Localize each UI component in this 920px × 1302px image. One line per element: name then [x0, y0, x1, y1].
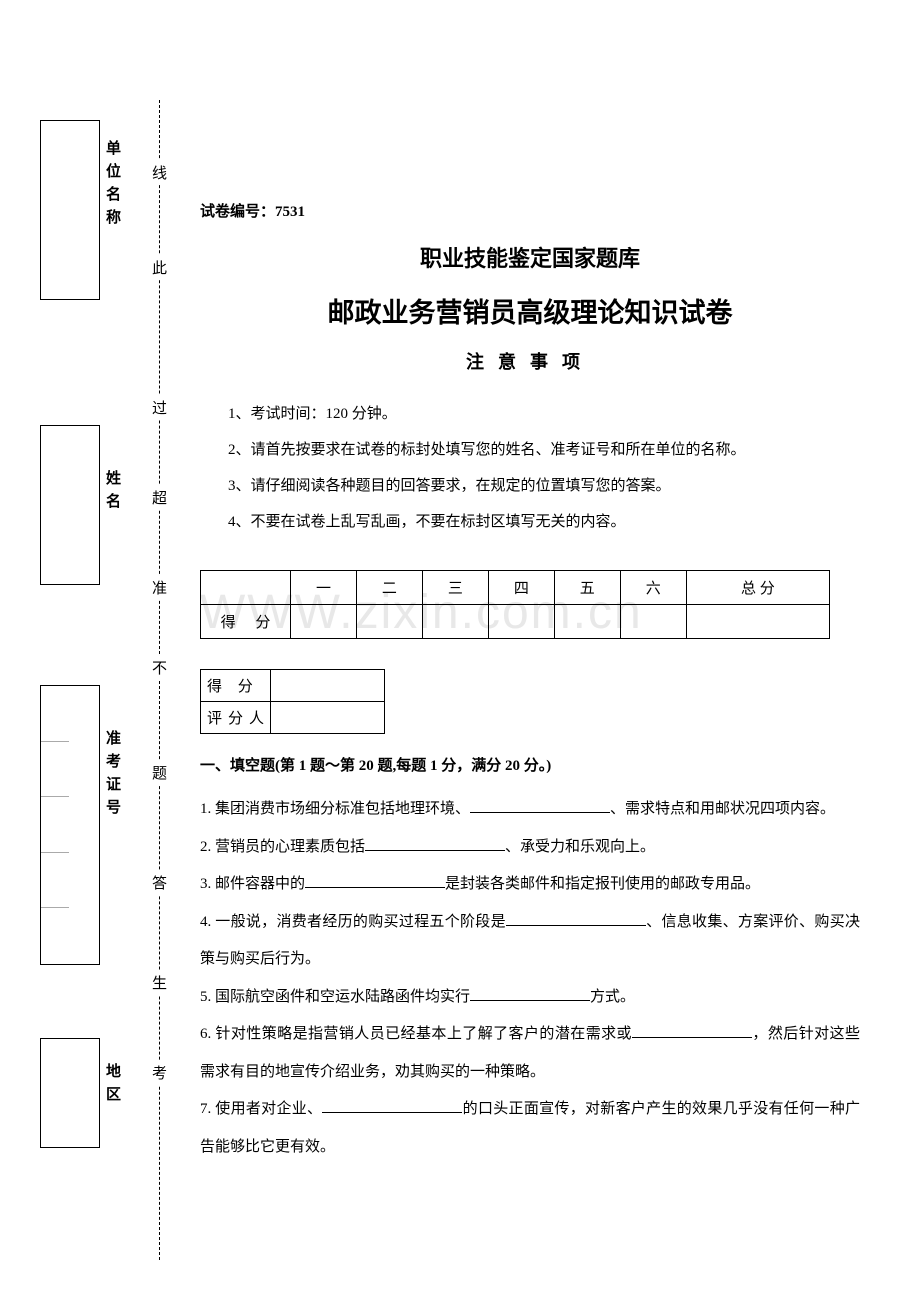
table-row: 得 分 — [201, 605, 830, 639]
q1-text-a: 1. 集团消费市场细分标准包括地理环境、 — [200, 801, 470, 817]
table-header-cell: 四 — [488, 571, 554, 605]
blank-input[interactable] — [322, 1097, 462, 1113]
label-name: 姓名 — [102, 470, 123, 516]
q1-text-b: 、需求特点和用邮状况四项内容。 — [610, 801, 835, 817]
exam-id-cell — [41, 908, 69, 964]
score-cell[interactable] — [686, 605, 829, 639]
field-name[interactable] — [40, 425, 100, 585]
label-unit-name: 单位名称 — [102, 140, 123, 232]
exam-page: 单位名称 姓名 准考证号 地区 线 此 过 超 准 不 题 答 生 考 WWW.… — [0, 0, 920, 1302]
grader-label: 评分人 — [201, 702, 271, 734]
grader-table: 得 分 评分人 — [200, 669, 385, 734]
title-line-2: 邮政业务营销员高级理论知识试卷 — [200, 291, 860, 330]
dash-char: 题 — [152, 760, 167, 785]
q3-text-b: 是封装各类邮件和指定报刊使用的邮政专用品。 — [445, 876, 760, 892]
score-cell[interactable] — [488, 605, 554, 639]
score-cell[interactable] — [554, 605, 620, 639]
dash-char: 过 — [152, 395, 167, 420]
score-row-label: 得 分 — [201, 605, 291, 639]
table-header-cell — [201, 571, 291, 605]
q2-text-a: 2. 营销员的心理素质包括 — [200, 839, 365, 855]
dash-char: 线 — [152, 160, 167, 185]
notice-item: 2、请首先按要求在试卷的标封处填写您的姓名、准考证号和所在单位的名称。 — [228, 432, 860, 468]
dashed-divider: 线 此 过 超 准 不 题 答 生 考 — [150, 100, 170, 1260]
binding-column: 单位名称 姓名 准考证号 地区 — [40, 100, 150, 1200]
field-region[interactable] — [40, 1038, 100, 1148]
blank-input[interactable] — [470, 797, 610, 813]
table-row: 评分人 — [201, 702, 385, 734]
table-header-cell: 总 分 — [686, 571, 829, 605]
paper-number: 试卷编号：7531 — [200, 200, 860, 221]
field-exam-id[interactable] — [40, 685, 100, 965]
score-cell[interactable] — [620, 605, 686, 639]
q3-text-a: 3. 邮件容器中的 — [200, 876, 305, 892]
notice-list: 1、考试时间：120 分钟。 2、请首先按要求在试卷的标封处填写您的姓名、准考证… — [200, 396, 860, 540]
exam-id-cell — [41, 742, 69, 798]
dash-char: 超 — [152, 485, 167, 510]
q5-text-b: 方式。 — [590, 989, 635, 1005]
score-cell[interactable] — [356, 605, 422, 639]
notice-item: 1、考试时间：120 分钟。 — [228, 396, 860, 432]
dash-char: 不 — [152, 655, 167, 680]
exam-id-cell — [41, 797, 69, 853]
score-value-cell[interactable] — [271, 670, 385, 702]
blank-input[interactable] — [506, 910, 646, 926]
score-cell[interactable] — [291, 605, 357, 639]
table-header-cell: 五 — [554, 571, 620, 605]
q4-text-a: 4. 一般说，消费者经历的购买过程五个阶段是 — [200, 914, 506, 930]
q5-text-a: 5. 国际航空函件和空运水陆路函件均实行 — [200, 989, 470, 1005]
q2-text-b: 、承受力和乐观向上。 — [505, 839, 655, 855]
dash-char: 考 — [152, 1060, 167, 1085]
score-summary-table: 一 二 三 四 五 六 总 分 得 分 — [200, 570, 830, 639]
question-list: 1. 集团消费市场细分标准包括地理环境、 、需求特点和用邮状况四项内容。 2. 营… — [200, 791, 860, 1166]
subtitle: 注意事项 — [200, 348, 860, 374]
q6-text-a: 6. 针对性策略是指营销人员已经基本上了解了客户的潜在需求或 — [200, 1026, 632, 1042]
notice-item: 4、不要在试卷上乱写乱画，不要在标封区填写无关的内容。 — [228, 504, 860, 540]
grader-value-cell[interactable] — [271, 702, 385, 734]
table-header-cell: 六 — [620, 571, 686, 605]
table-row: 得 分 — [201, 670, 385, 702]
dash-char: 生 — [152, 970, 167, 995]
score-label: 得 分 — [201, 670, 271, 702]
title-line-1: 职业技能鉴定国家题库 — [200, 241, 860, 273]
field-unit-name[interactable] — [40, 120, 100, 300]
score-cell[interactable] — [422, 605, 488, 639]
notice-item: 3、请仔细阅读各种题目的回答要求，在规定的位置填写您的答案。 — [228, 468, 860, 504]
label-exam-id: 准考证号 — [102, 730, 123, 822]
blank-input[interactable] — [632, 1022, 752, 1038]
main-content: 试卷编号：7531 职业技能鉴定国家题库 邮政业务营销员高级理论知识试卷 注意事… — [200, 200, 860, 1166]
table-row: 一 二 三 四 五 六 总 分 — [201, 571, 830, 605]
dash-char: 答 — [152, 870, 167, 895]
dash-char: 准 — [152, 575, 167, 600]
table-header-cell: 三 — [422, 571, 488, 605]
section-1-title: 一、填空题(第 1 题～第 20 题,每题 1 分，满分 20 分。) — [200, 754, 860, 775]
label-region: 地区 — [102, 1063, 123, 1109]
exam-id-cell — [41, 686, 69, 742]
blank-input[interactable] — [365, 835, 505, 851]
blank-input[interactable] — [470, 985, 590, 1001]
exam-id-cell — [41, 853, 69, 909]
q7-text-a: 7. 使用者对企业、 — [200, 1101, 322, 1117]
dash-char: 此 — [152, 255, 167, 280]
paper-number-label: 试卷编号： — [200, 204, 275, 220]
paper-number-value: 7531 — [275, 204, 305, 220]
table-header-cell: 二 — [356, 571, 422, 605]
table-header-cell: 一 — [291, 571, 357, 605]
exam-id-cells — [41, 686, 69, 964]
blank-input[interactable] — [305, 872, 445, 888]
